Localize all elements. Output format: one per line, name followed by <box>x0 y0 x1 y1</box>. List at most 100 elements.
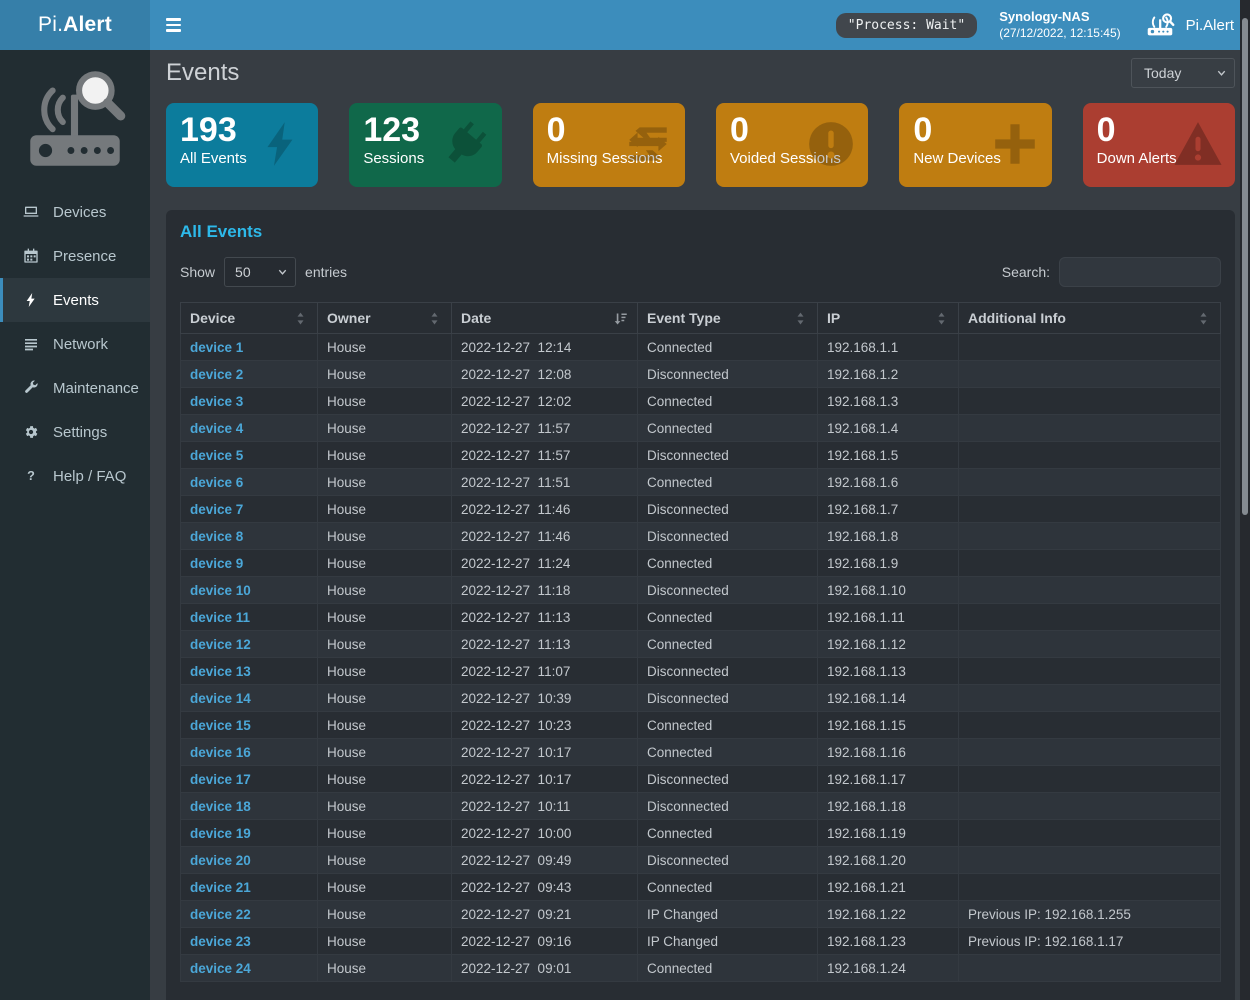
cell-event-type: Connected <box>637 630 818 658</box>
cell-device: device 23 <box>180 927 318 955</box>
device-link[interactable]: device 13 <box>190 663 251 679</box>
cell-event-type: Disconnected <box>637 441 818 469</box>
stat-card-voided-sessions[interactable]: 0 Voided Sessions <box>715 103 869 187</box>
device-link[interactable]: device 24 <box>190 960 251 976</box>
card-value: 193 <box>180 111 237 149</box>
calendar-icon <box>22 247 40 265</box>
brand-prefix: Pi. <box>38 13 64 36</box>
device-link[interactable]: device 21 <box>190 879 251 895</box>
device-link[interactable]: device 19 <box>190 825 251 841</box>
stat-card-missing-sessions[interactable]: 0 Missing Sessions <box>532 103 685 187</box>
device-link[interactable]: device 1 <box>190 339 244 355</box>
device-link[interactable]: device 10 <box>190 582 251 598</box>
device-link[interactable]: device 16 <box>190 744 251 760</box>
cell-ip: 192.168.1.1 <box>817 333 959 361</box>
cell-date: 2022-12-27 11:46 <box>451 495 638 523</box>
column-header-event-type[interactable]: Event Type <box>637 302 818 334</box>
sidebar-toggle-button[interactable] <box>150 0 196 50</box>
stat-card-down-alerts[interactable]: 0 Down Alerts <box>1082 103 1235 187</box>
search-input[interactable] <box>1059 257 1221 287</box>
column-header-date[interactable]: Date <box>451 302 638 334</box>
cell-additional-info <box>958 684 1221 712</box>
table-body: device 1 House 2022-12-27 12:14 Connected 19… <box>180 333 1221 982</box>
cell-ip: 192.168.1.18 <box>817 792 959 820</box>
cell-additional-info <box>958 603 1221 631</box>
device-link[interactable]: device 9 <box>190 555 244 571</box>
main-content: Events Today 193 All Events 123 Sessions 0 Mi… <box>150 50 1240 1000</box>
device-link[interactable]: device 7 <box>190 501 244 517</box>
device-link[interactable]: device 15 <box>190 717 251 733</box>
cell-ip: 192.168.1.22 <box>817 900 959 928</box>
page-scrollbar[interactable] <box>1240 0 1250 1000</box>
cell-additional-info <box>958 765 1221 793</box>
device-link[interactable]: device 22 <box>190 906 251 922</box>
sidebar-item-presence[interactable]: Presence <box>0 234 150 278</box>
device-link[interactable]: device 12 <box>190 636 251 652</box>
sidebar-item-devices[interactable]: Devices <box>0 190 150 234</box>
device-link[interactable]: device 8 <box>190 528 244 544</box>
sidebar-item-label: Presence <box>53 247 117 265</box>
scrollbar-thumb[interactable] <box>1242 18 1248 515</box>
cell-event-type: Connected <box>637 549 818 577</box>
exchange-icon <box>623 119 673 169</box>
wrench-icon <box>22 379 40 397</box>
bolt-icon <box>256 119 306 169</box>
table-row: device 1 House 2022-12-27 12:14 Connected 19… <box>180 333 1221 361</box>
table-row: device 18 House 2022-12-27 10:11 Disconnect… <box>180 792 1221 820</box>
cell-event-type: Disconnected <box>637 846 818 874</box>
cell-event-type: Connected <box>637 603 818 631</box>
cell-ip: 192.168.1.3 <box>817 387 959 415</box>
device-link[interactable]: device 14 <box>190 690 251 706</box>
device-link[interactable]: device 2 <box>190 366 244 382</box>
sidebar-item-settings[interactable]: Settings <box>0 410 150 454</box>
device-link[interactable]: device 6 <box>190 474 244 490</box>
stat-card-new-devices[interactable]: 0 New Devices <box>899 103 1052 187</box>
cell-date: 2022-12-27 10:17 <box>451 765 638 793</box>
cell-date: 2022-12-27 10:23 <box>451 711 638 739</box>
cell-additional-info <box>958 333 1221 361</box>
device-link[interactable]: device 3 <box>190 393 244 409</box>
device-link[interactable]: device 18 <box>190 798 251 814</box>
column-header-owner[interactable]: Owner <box>317 302 452 334</box>
device-link[interactable]: device 4 <box>190 420 244 436</box>
cell-device: device 7 <box>180 495 318 523</box>
cell-additional-info <box>958 657 1221 685</box>
panel-title: All Events <box>180 222 263 241</box>
table-row: device 19 House 2022-12-27 10:00 Connected 1… <box>180 819 1221 847</box>
device-link[interactable]: device 17 <box>190 771 251 787</box>
device-link[interactable]: device 23 <box>190 933 251 949</box>
page-length-select[interactable]: 50 <box>224 257 297 287</box>
card-label: Voided Sessions <box>729 150 841 168</box>
sort-both-icon <box>1196 311 1211 326</box>
stat-card-all-events[interactable]: 193 All Events <box>166 103 319 187</box>
period-select[interactable]: Today <box>1131 58 1235 88</box>
cell-ip: 192.168.1.19 <box>817 819 959 847</box>
cell-additional-info <box>958 954 1221 982</box>
cell-owner: House <box>317 333 452 361</box>
column-header-additional-info[interactable]: Additional Info <box>958 302 1221 334</box>
sidebar-item-maintenance[interactable]: Maintenance <box>0 366 150 410</box>
sidebar-item-help[interactable]: ? Help / FAQ <box>0 454 150 498</box>
cell-event-type: Disconnected <box>637 522 818 550</box>
table-row: device 13 House 2022-12-27 11:07 Disconnect… <box>180 657 1221 685</box>
column-header-device[interactable]: Device <box>180 302 318 334</box>
stat-card-sessions[interactable]: 123 Sessions <box>349 103 502 187</box>
brand-logo[interactable]: Pi. Alert <box>0 0 150 50</box>
device-link[interactable]: device 11 <box>190 609 251 625</box>
cell-ip: 192.168.1.2 <box>817 360 959 388</box>
cell-event-type: Connected <box>637 819 818 847</box>
device-link[interactable]: device 20 <box>190 852 251 868</box>
cell-owner: House <box>317 873 452 901</box>
column-header-ip[interactable]: IP <box>817 302 959 334</box>
sidebar-item-network[interactable]: Network <box>0 322 150 366</box>
device-link[interactable]: device 5 <box>190 447 244 463</box>
table-row: device 17 House 2022-12-27 10:17 Disconnect… <box>180 765 1221 793</box>
cell-ip: 192.168.1.24 <box>817 954 959 982</box>
cell-date: 2022-12-27 12:08 <box>451 360 638 388</box>
table-row: device 12 House 2022-12-27 11:13 Connected 1… <box>180 630 1221 658</box>
cell-event-type: Disconnected <box>637 657 818 685</box>
cell-additional-info <box>958 873 1221 901</box>
sort-both-icon <box>934 311 949 326</box>
sidebar-item-events[interactable]: Events <box>0 278 150 322</box>
sort-both-icon <box>293 311 308 326</box>
